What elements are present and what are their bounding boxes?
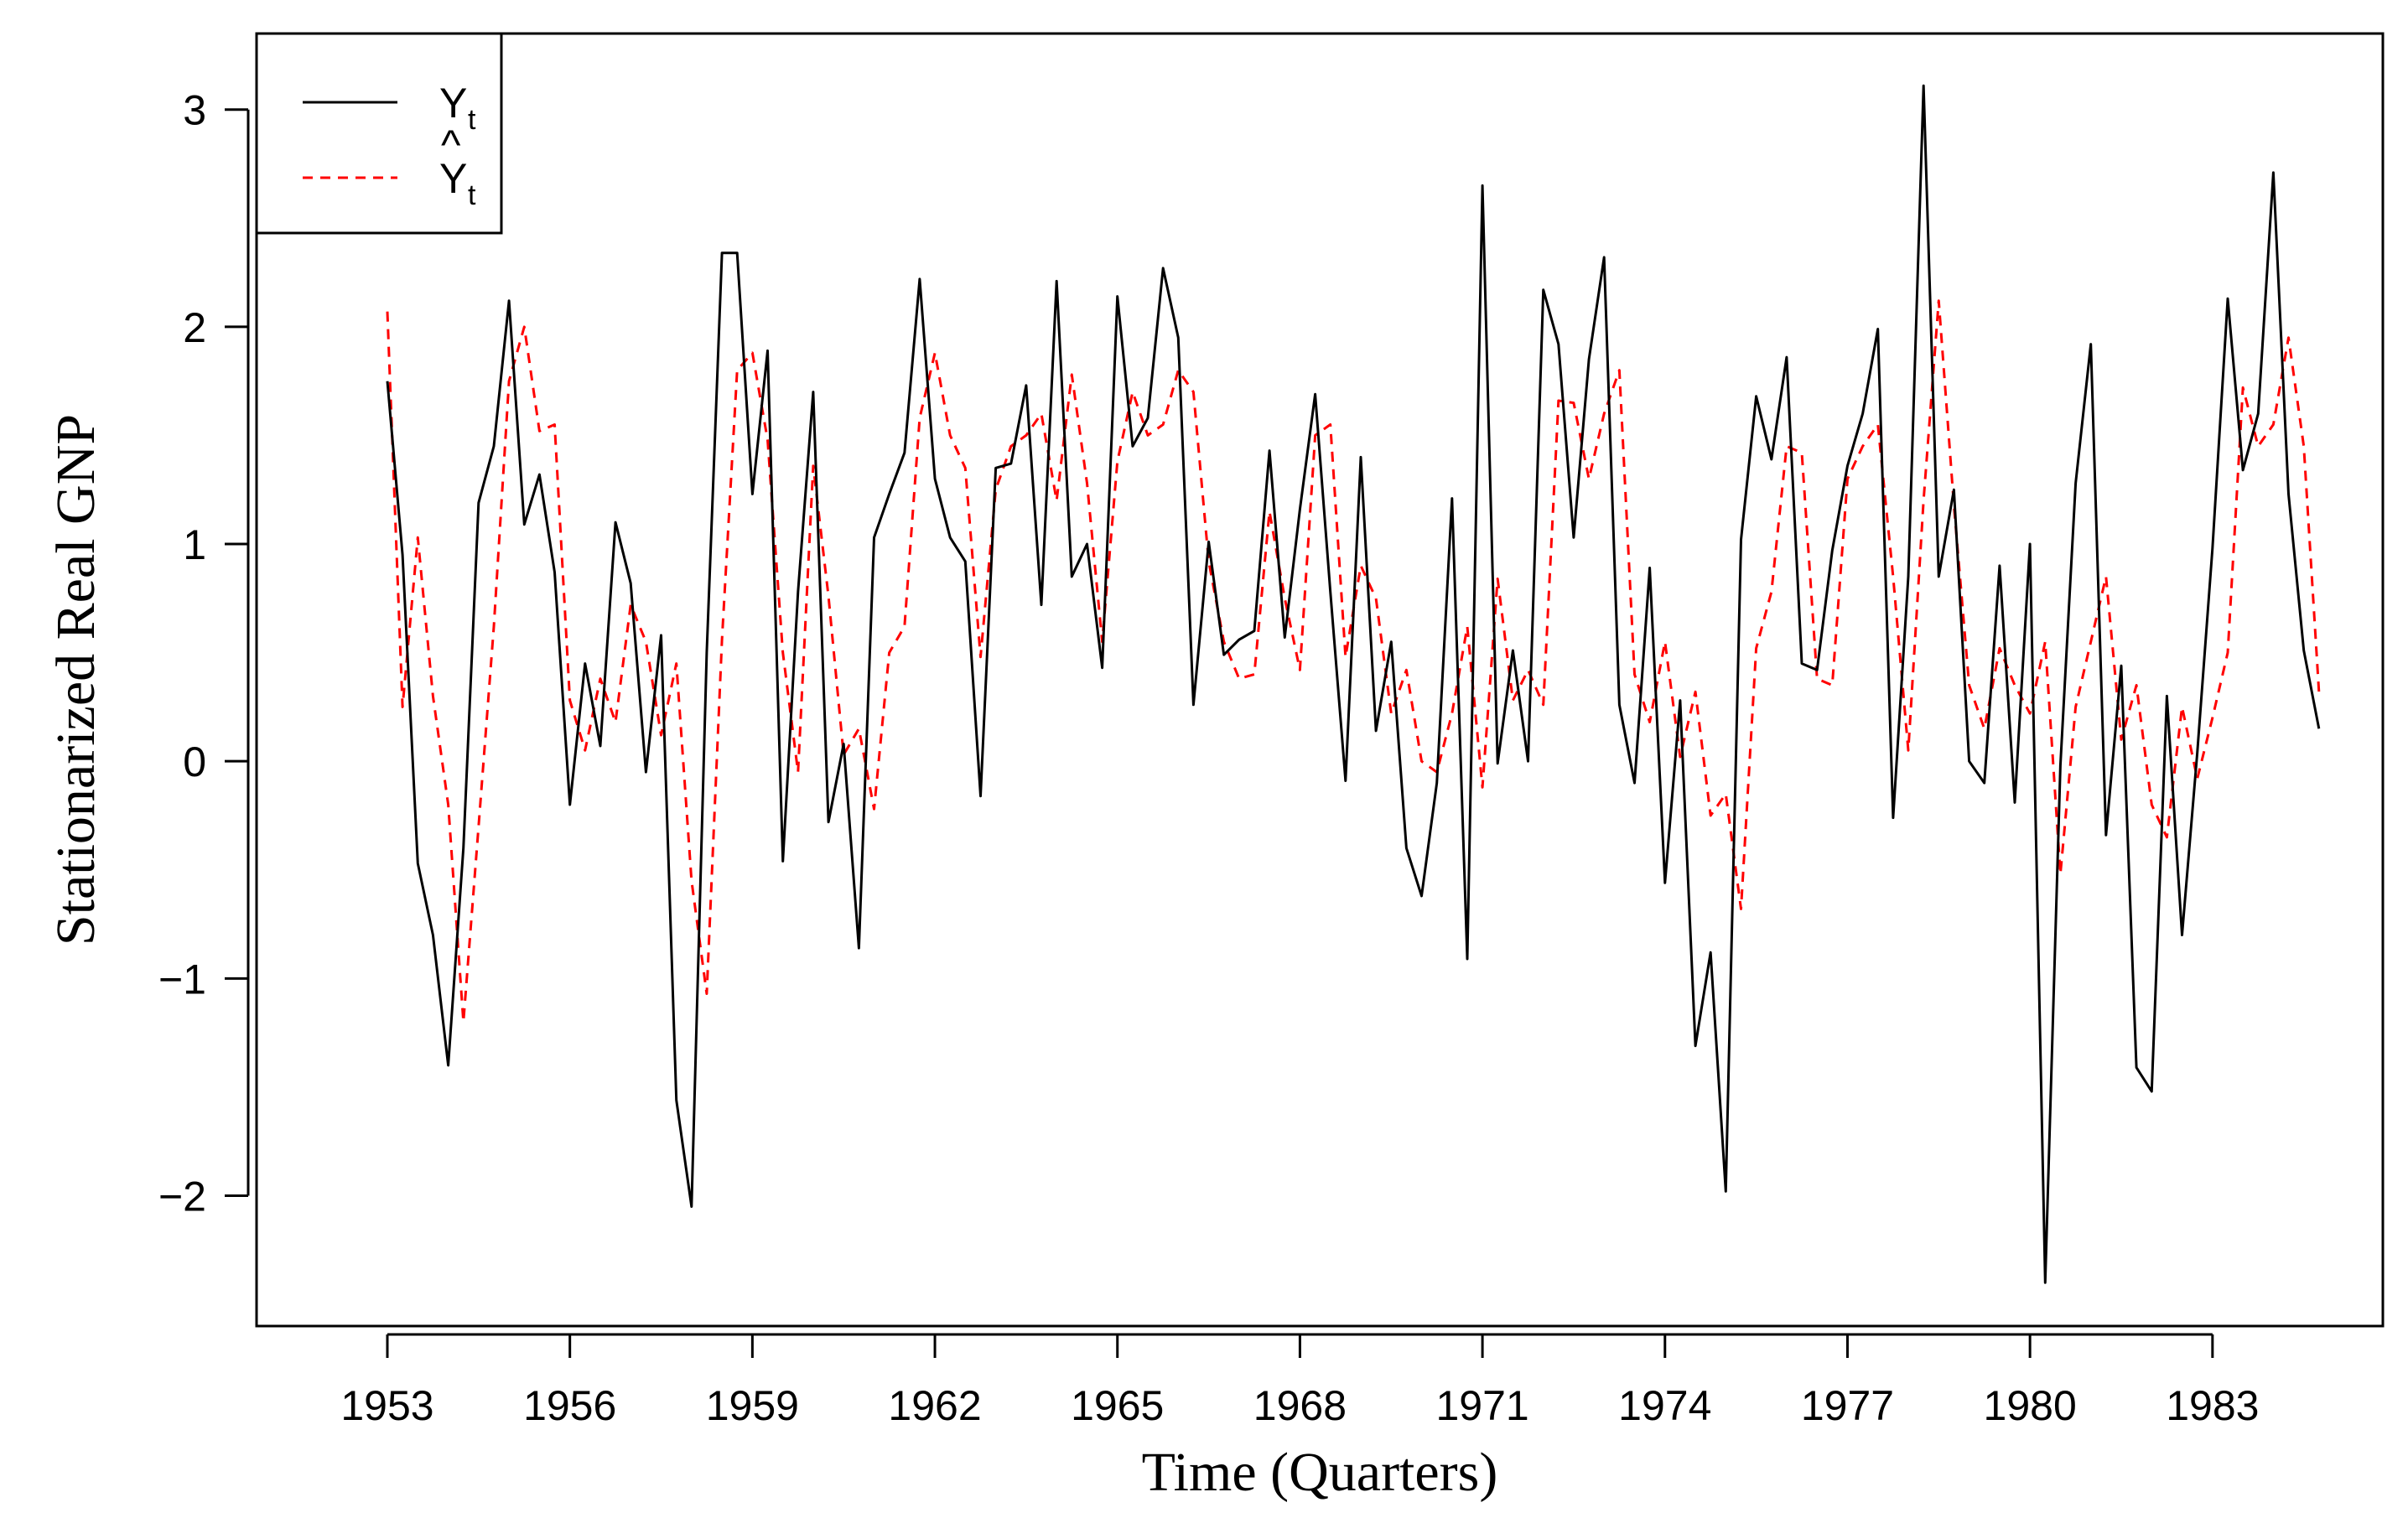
x-tick-label: 1977 bbox=[1801, 1382, 1894, 1429]
x-tick-label: 1965 bbox=[1071, 1382, 1164, 1429]
y-tick-label: 3 bbox=[183, 87, 206, 134]
y-tick-label: −2 bbox=[158, 1173, 206, 1220]
x-tick-label: 1953 bbox=[340, 1382, 433, 1429]
x-axis-title: Time (Quarters) bbox=[1142, 1442, 1498, 1503]
plot-frame bbox=[255, 32, 2385, 1328]
x-tick-label: 1968 bbox=[1253, 1382, 1347, 1429]
y-axis-title: Stationarized Real GNP bbox=[45, 414, 106, 946]
series-line-y bbox=[386, 84, 2321, 1284]
x-tick-label: 1980 bbox=[1984, 1382, 2077, 1429]
y-tick-label: 2 bbox=[183, 304, 206, 351]
x-tick-label: 1962 bbox=[888, 1382, 981, 1429]
legend-label: Y bbox=[439, 80, 467, 127]
y-tick-label: 0 bbox=[183, 738, 206, 785]
series-layer bbox=[386, 84, 2321, 1284]
x-tick-label: 1956 bbox=[523, 1382, 616, 1429]
legend-label: Y bbox=[439, 155, 467, 202]
y-axis: −2 −1 0 1 2 3 bbox=[158, 87, 250, 1220]
x-axis: 1953 1956 1959 1962 1965 1968 1971 1974 1977 1980… bbox=[340, 1333, 2259, 1429]
x-tick-label: 1959 bbox=[706, 1382, 799, 1429]
legend-label-hat: ^ bbox=[441, 122, 461, 168]
legend-label-subscript: t bbox=[468, 179, 476, 211]
y-tick-label: 1 bbox=[183, 521, 206, 568]
legend-box bbox=[255, 32, 503, 235]
x-tick-label: 1971 bbox=[1435, 1382, 1528, 1429]
y-tick-label: −1 bbox=[158, 956, 206, 1003]
x-tick-label: 1983 bbox=[2166, 1382, 2259, 1429]
x-tick-label: 1974 bbox=[1618, 1382, 1711, 1429]
legend-label-subscript: t bbox=[468, 104, 476, 136]
